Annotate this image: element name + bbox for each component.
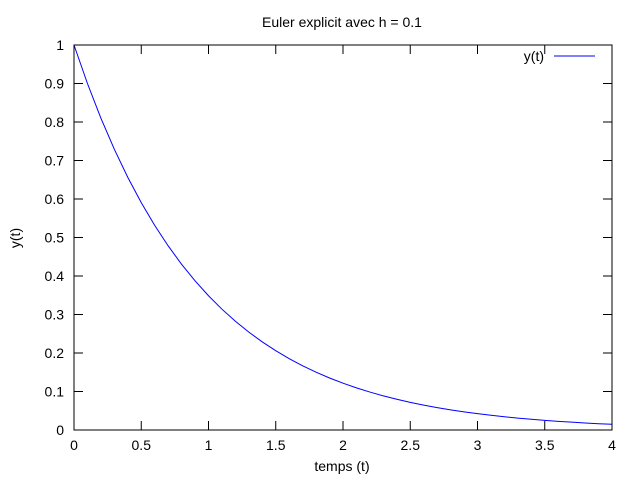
y-tick-label: 0.9 (45, 76, 65, 92)
legend: y(t) (524, 48, 595, 64)
x-tick-label: 3 (474, 437, 482, 453)
x-tick-label: 4 (608, 437, 616, 453)
legend-label: y(t) (524, 48, 544, 64)
y-tick-label: 1 (56, 37, 64, 53)
y-tick-label: 0.5 (45, 230, 65, 246)
x-tick-label: 2.5 (401, 437, 421, 453)
x-tick-label: 0 (70, 437, 78, 453)
series-line-0 (73, 44, 613, 425)
x-tick-label: 0.5 (132, 437, 152, 453)
y-tick-label: 0.6 (45, 191, 65, 207)
y-tick-label: 0.2 (45, 345, 65, 361)
y-tick-label: 0.7 (45, 153, 65, 169)
x-tick-label: 2 (339, 437, 347, 453)
x-axis-label: temps (t) (314, 458, 369, 474)
x-tick-label: 3.5 (535, 437, 555, 453)
x-tick-label: 1.5 (266, 437, 286, 453)
y-tick-label: 0.3 (45, 307, 65, 323)
y-tick-label: 0.1 (45, 384, 65, 400)
y-tick-label: 0.8 (45, 114, 65, 130)
y-tick-label: 0 (56, 422, 64, 438)
y-axis-label: y(t) (7, 228, 23, 248)
series-layer (73, 44, 613, 425)
plot-frame (73, 44, 613, 431)
x-tick-label: 1 (205, 437, 213, 453)
y-tick-label: 0.4 (45, 268, 65, 284)
tick-layer: 0 0.5 1 1.5 2 2.5 3 3.5 4 0 0.1 0.2 0.3 0.4 0.5 0.6 0.7 0… (45, 37, 617, 453)
chart-title: Euler explicit avec h = 0.1 (262, 14, 422, 30)
